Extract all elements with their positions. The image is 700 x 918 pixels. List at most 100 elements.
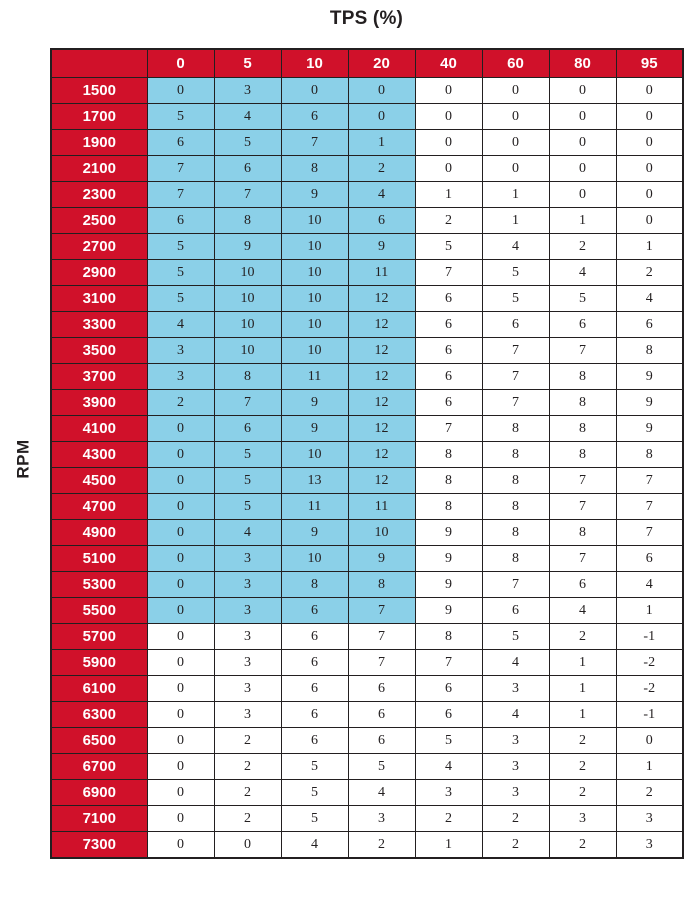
cell-rpm-3900-tps-95: 9 [615,389,684,416]
table-row: 3500 3 10 10 12 6 7 7 8 [50,337,684,364]
cell-rpm-5500-tps-5: 3 [213,597,282,624]
row-header-rpm-1700: 1700 [50,103,148,130]
row-header-rpm-7100: 7100 [50,805,148,832]
table-row: 3100 5 10 10 12 6 5 5 4 [50,285,684,312]
row-header-rpm-2100: 2100 [50,155,148,182]
column-header-tps-80: 80 [548,48,617,78]
table-row: 5900 0 3 6 7 7 4 1 -2 [50,649,684,676]
cell-rpm-4300-tps-40: 8 [414,441,483,468]
cell-rpm-2500-tps-0: 6 [146,207,215,234]
cell-rpm-6900-tps-60: 3 [481,779,550,806]
table-row: 1500 0 3 0 0 0 0 0 0 [50,77,684,104]
cell-rpm-2300-tps-0: 7 [146,181,215,208]
cell-rpm-5100-tps-60: 8 [481,545,550,572]
cell-rpm-4900-tps-40: 9 [414,519,483,546]
cell-rpm-1500-tps-95: 0 [615,77,684,104]
cell-rpm-6100-tps-95: -2 [615,675,684,702]
cell-rpm-1700-tps-0: 5 [146,103,215,130]
cell-rpm-4500-tps-95: 7 [615,467,684,494]
cell-rpm-2500-tps-40: 2 [414,207,483,234]
cell-rpm-3300-tps-40: 6 [414,311,483,338]
cell-rpm-1700-tps-10: 6 [280,103,349,130]
cell-rpm-5500-tps-60: 6 [481,597,550,624]
cell-rpm-1500-tps-0: 0 [146,77,215,104]
cell-rpm-6500-tps-60: 3 [481,727,550,754]
cell-rpm-5700-tps-80: 2 [548,623,617,650]
cell-rpm-1900-tps-10: 7 [280,129,349,156]
cell-rpm-4500-tps-20: 12 [347,467,416,494]
cell-rpm-2100-tps-80: 0 [548,155,617,182]
cell-rpm-3300-tps-80: 6 [548,311,617,338]
cell-rpm-1700-tps-20: 0 [347,103,416,130]
cell-rpm-5900-tps-0: 0 [146,649,215,676]
table-row: 3700 3 8 11 12 6 7 8 9 [50,363,684,390]
cell-rpm-3700-tps-10: 11 [280,363,349,390]
cell-rpm-2100-tps-20: 2 [347,155,416,182]
cell-rpm-3100-tps-5: 10 [213,285,282,312]
cell-rpm-6500-tps-20: 6 [347,727,416,754]
cell-rpm-2500-tps-20: 6 [347,207,416,234]
cell-rpm-4300-tps-95: 8 [615,441,684,468]
table-row: 5300 0 3 8 8 9 7 6 4 [50,571,684,598]
tps-rpm-table-container: 0 5 10 20 40 60 80 95 1500 0 3 0 0 0 0 0 0 1700 5 4 6 0 0 0 0 0 1… [50,48,684,859]
table-row: 4900 0 4 9 10 9 8 8 7 [50,519,684,546]
cell-rpm-4500-tps-0: 0 [146,467,215,494]
row-header-rpm-4900: 4900 [50,519,148,546]
cell-rpm-3100-tps-80: 5 [548,285,617,312]
cell-rpm-4900-tps-60: 8 [481,519,550,546]
cell-rpm-7300-tps-0: 0 [146,831,215,859]
cell-rpm-7100-tps-5: 2 [213,805,282,832]
cell-rpm-2100-tps-95: 0 [615,155,684,182]
cell-rpm-1500-tps-20: 0 [347,77,416,104]
cell-rpm-5700-tps-0: 0 [146,623,215,650]
cell-rpm-5100-tps-40: 9 [414,545,483,572]
cell-rpm-5700-tps-40: 8 [414,623,483,650]
cell-rpm-4100-tps-60: 8 [481,415,550,442]
column-header-tps-5: 5 [213,48,282,78]
cell-rpm-6300-tps-20: 6 [347,701,416,728]
table-row: 6900 0 2 5 4 3 3 2 2 [50,779,684,806]
cell-rpm-4300-tps-0: 0 [146,441,215,468]
cell-rpm-3100-tps-10: 10 [280,285,349,312]
cell-rpm-3700-tps-20: 12 [347,363,416,390]
cell-rpm-4300-tps-80: 8 [548,441,617,468]
cell-rpm-3500-tps-40: 6 [414,337,483,364]
cell-rpm-3500-tps-20: 12 [347,337,416,364]
cell-rpm-4300-tps-10: 10 [280,441,349,468]
rpm-axis-label: RPM [0,0,48,918]
cell-rpm-7100-tps-40: 2 [414,805,483,832]
table-row: 3900 2 7 9 12 6 7 8 9 [50,389,684,416]
cell-rpm-6500-tps-5: 2 [213,727,282,754]
cell-rpm-7100-tps-10: 5 [280,805,349,832]
table-row: 6100 0 3 6 6 6 3 1 -2 [50,675,684,702]
cell-rpm-2500-tps-60: 1 [481,207,550,234]
cell-rpm-5900-tps-95: -2 [615,649,684,676]
cell-rpm-4500-tps-60: 8 [481,467,550,494]
table-row: 3300 4 10 10 12 6 6 6 6 [50,311,684,338]
cell-rpm-6900-tps-10: 5 [280,779,349,806]
row-header-rpm-1500: 1500 [50,77,148,104]
cell-rpm-6500-tps-10: 6 [280,727,349,754]
cell-rpm-6700-tps-5: 2 [213,753,282,780]
cell-rpm-1700-tps-95: 0 [615,103,684,130]
cell-rpm-2300-tps-20: 4 [347,181,416,208]
cell-rpm-1700-tps-80: 0 [548,103,617,130]
cell-rpm-2300-tps-80: 0 [548,181,617,208]
cell-rpm-2700-tps-20: 9 [347,233,416,260]
cell-rpm-5100-tps-20: 9 [347,545,416,572]
cell-rpm-4500-tps-80: 7 [548,467,617,494]
cell-rpm-2100-tps-0: 7 [146,155,215,182]
cell-rpm-4500-tps-10: 13 [280,467,349,494]
row-header-rpm-5100: 5100 [50,545,148,572]
cell-rpm-1900-tps-5: 5 [213,129,282,156]
row-header-rpm-6300: 6300 [50,701,148,728]
cell-rpm-3900-tps-5: 7 [213,389,282,416]
table-row: 5700 0 3 6 7 8 5 2 -1 [50,623,684,650]
table-row: 7100 0 2 5 3 2 2 3 3 [50,805,684,832]
cell-rpm-6300-tps-40: 6 [414,701,483,728]
cell-rpm-2900-tps-0: 5 [146,259,215,286]
cell-rpm-2900-tps-80: 4 [548,259,617,286]
cell-rpm-5300-tps-5: 3 [213,571,282,598]
cell-rpm-5100-tps-80: 7 [548,545,617,572]
